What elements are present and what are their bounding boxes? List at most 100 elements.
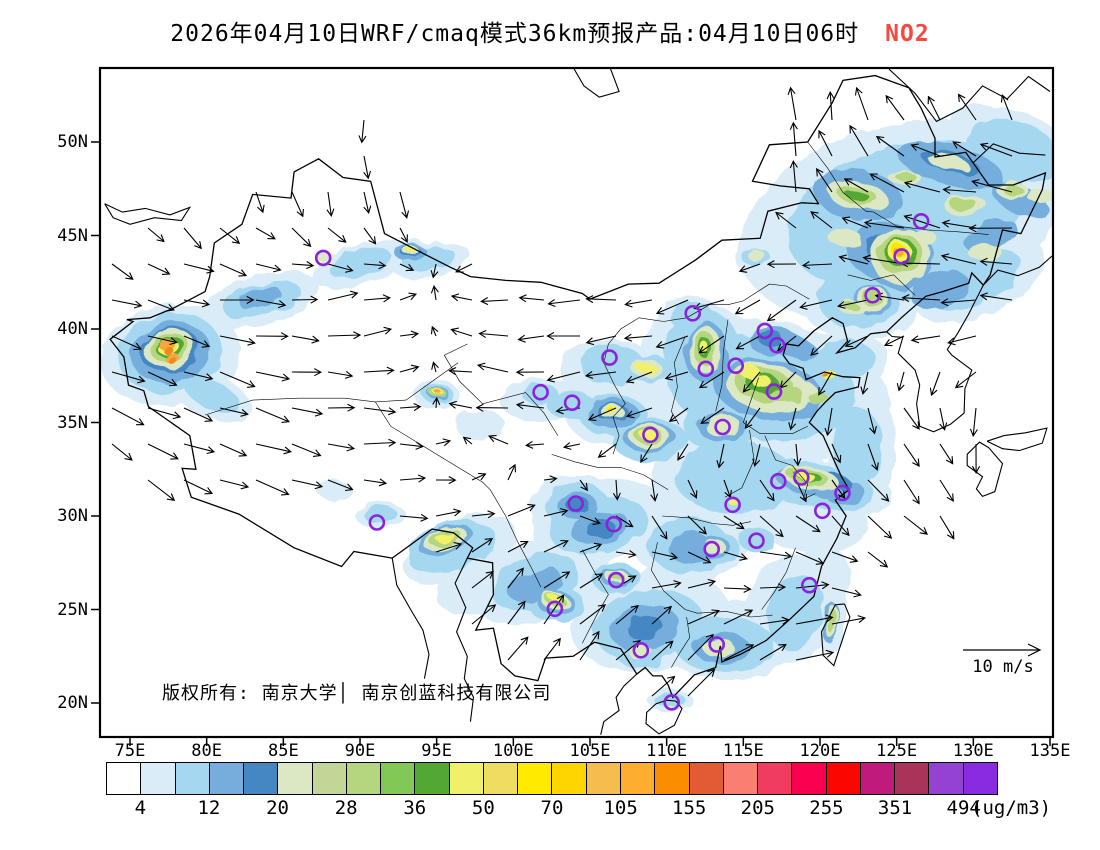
lon-label-80E: 80E: [191, 741, 223, 761]
wind-arrow: [625, 407, 653, 419]
wind-arrow: [363, 326, 393, 337]
wind-arrow: [927, 95, 941, 121]
colorbar-unit: (ug/m3): [971, 797, 1052, 819]
wind-arrow: [744, 407, 761, 430]
wind-arrow: [615, 550, 637, 559]
city-ring-changsha: [703, 540, 721, 558]
lon-label-90E: 90E: [344, 741, 376, 761]
wind-arrow: [546, 371, 581, 383]
wind-arrow: [399, 330, 420, 339]
lon-label-135E: 135E: [1029, 741, 1071, 761]
wind-arrow: [291, 191, 304, 218]
wind-arrow: [147, 335, 178, 346]
wind-arrow: [651, 640, 674, 661]
wind-arrow: [363, 294, 391, 303]
wind-arrow: [849, 124, 869, 157]
title-text: 2026年04月10日WRF/cmaq模式36km预报产品:04月10日06时: [170, 21, 860, 47]
wind-arrow: [183, 479, 214, 495]
colorbar-tick-36: 36: [403, 797, 427, 819]
wind-arrow: [291, 479, 324, 490]
province-border: [603, 362, 626, 455]
lon-label-115E: 115E: [722, 741, 764, 761]
wind-arrow: [255, 371, 291, 382]
wind-arrow: [869, 173, 905, 193]
wind-arrow: [799, 299, 833, 310]
wind-arrow: [543, 539, 569, 553]
lat-label-20N: 20N: [57, 693, 88, 713]
wind-arrow: [147, 263, 171, 275]
wind-arrow: [939, 479, 954, 502]
lat-label-50N: 50N: [57, 132, 88, 152]
wind-arrow: [972, 443, 981, 474]
china-outline: [109, 74, 1047, 699]
coastline: [888, 69, 1051, 123]
city-ring-zhengzhou: [714, 418, 731, 436]
wind-arrow: [910, 335, 941, 344]
wind-arrow: [471, 537, 494, 553]
wind-arrow: [291, 368, 323, 377]
wind-arrow: [183, 263, 215, 274]
colorbar-cell-22: [860, 763, 896, 794]
colorbar-cell-10: [449, 763, 484, 794]
wind-arrow: [831, 587, 862, 598]
wind-arrow: [587, 407, 617, 421]
axis-ticks: [91, 141, 1051, 746]
wind-arrow: [455, 263, 473, 273]
city-ring-beijing: [756, 322, 774, 340]
wind-arrow: [147, 479, 176, 502]
wind-arrow: [518, 294, 545, 303]
wind-arrow: [939, 515, 955, 540]
wind-arrow: [579, 542, 603, 553]
wind-arrow: [903, 443, 920, 468]
city-ring-taiyuan: [697, 360, 715, 378]
wind-arrow: [793, 443, 802, 467]
wind-arrow: [903, 479, 920, 505]
wind-arrow: [687, 668, 716, 697]
wind-arrow: [111, 371, 146, 384]
city-ring-haikou: [663, 694, 681, 711]
wind-arrow: [183, 371, 214, 382]
coastline: [820, 603, 851, 667]
wind-arrow: [624, 299, 653, 308]
wind-arrow: [742, 371, 761, 393]
wind-arrow: [255, 191, 265, 214]
wind-arrow: [723, 584, 752, 593]
wind-arrow: [543, 594, 565, 625]
wind-arrow: [775, 211, 797, 229]
wind-arrow: [327, 403, 356, 412]
map-frame: [98, 66, 1055, 739]
wind-arrow: [399, 513, 429, 522]
wind-arrow: [515, 368, 545, 377]
wind-arrow: [399, 402, 422, 412]
province-border: [551, 454, 669, 491]
lon-label-85E: 85E: [267, 741, 299, 761]
wind-arrow: [255, 227, 276, 240]
wind-arrow: [810, 335, 833, 356]
wind-arrow: [476, 362, 509, 373]
wind-arrow: [363, 227, 377, 245]
wind-arrow: [507, 503, 536, 517]
wind-arrow: [759, 479, 775, 502]
wind-arrow: [815, 167, 833, 193]
wind-arrow: [543, 571, 571, 589]
city-ring-jinan: [765, 383, 783, 400]
city-ring-fuzhou: [800, 576, 818, 594]
wind-arrow: [363, 366, 395, 375]
wind-arrow: [910, 143, 941, 157]
colorbar-cell-17: [689, 763, 724, 794]
wind-arrow: [883, 335, 905, 347]
wind-arrow: [543, 508, 569, 517]
wind-arrow: [640, 443, 653, 463]
province-border: [847, 274, 916, 296]
coastline: [454, 557, 475, 722]
colorbar-tick-105: 105: [603, 797, 638, 819]
wind-arrow: [623, 333, 653, 342]
wind-arrow: [615, 604, 639, 625]
wind-arrow: [903, 180, 941, 193]
wind-arrow: [826, 90, 835, 121]
wind-arrow: [759, 583, 787, 592]
city-ring-hefei: [769, 472, 787, 490]
wind-arrow: [507, 636, 529, 661]
wind-arrow: [399, 263, 415, 272]
